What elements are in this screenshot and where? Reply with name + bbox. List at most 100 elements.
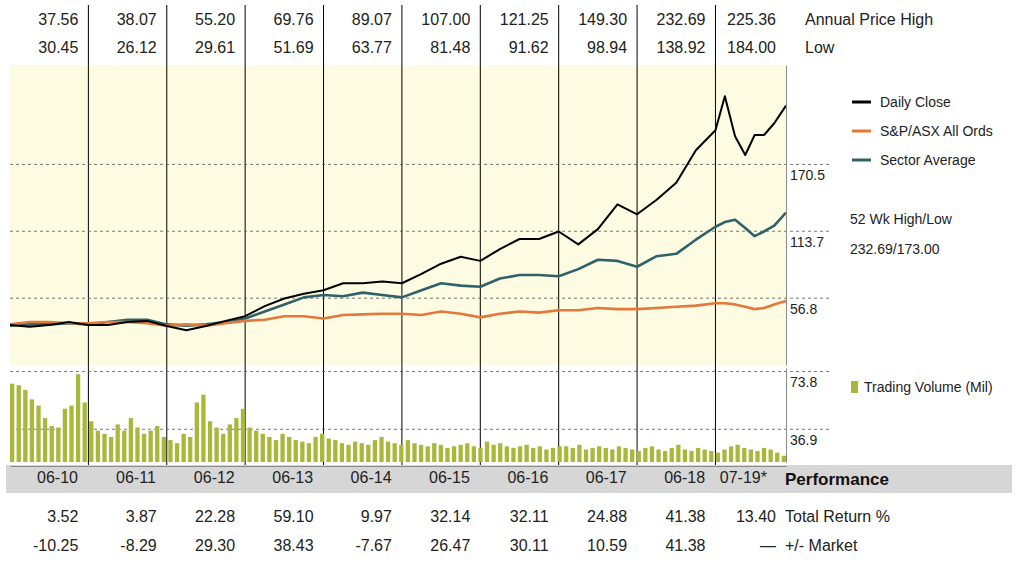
tick-label: 07-19* [720,469,767,486]
table-value: 41.38 [665,537,705,554]
volume-bar [722,449,726,462]
chart-container: 56.8113.7170.5 Daily CloseS&P/ASX All Ord… [0,0,1024,565]
y-axis: 56.8113.7170.5 [786,66,825,366]
legend-label: Daily Close [880,94,951,110]
volume-bar [412,443,416,462]
volume-bar [155,426,159,462]
table-value: 3.87 [126,508,157,525]
table-value: 107.00 [421,11,470,28]
volume-bar [610,449,614,462]
table-value: 184.00 [727,39,776,56]
volume-bar [30,399,34,462]
tick-label: 06-12 [194,469,235,486]
period-dividers [88,5,715,465]
table-value: -7.67 [355,537,392,554]
volume-bar [17,385,21,462]
row-label: Annual Price High [805,11,933,28]
tick: 73.8 [786,372,817,390]
volume-bar [465,443,469,462]
tick-label: 06-11 [116,469,156,486]
volume-bar [617,446,621,462]
volume-bar [551,448,555,462]
axis-line [786,369,787,463]
volume-bar [360,443,364,462]
table-value: 232.69 [657,11,706,28]
table-value: 59.10 [273,508,313,525]
period-divider [401,5,402,465]
table-value: 63.77 [352,39,392,56]
tick-label: 170.5 [790,167,825,183]
volume-bar [703,449,707,462]
volume-bar [445,448,449,462]
volume-bar [518,446,522,462]
volume-bar [538,446,542,462]
volume-bar [630,449,634,462]
volume-bar [76,374,80,462]
volume-bar [102,434,106,462]
tick: 06-18 [664,466,705,486]
x-axis: 06-1006-1106-1206-1306-1406-1506-1606-17… [11,466,787,486]
volume-bar [280,434,284,462]
table-value: 37.56 [38,11,78,28]
volume-bar [10,384,14,462]
tick: 06-12 [194,466,235,486]
volume-bar [142,434,146,462]
period-band [6,465,1012,493]
volume-bar [313,437,317,462]
legend-swatch [852,130,871,133]
volume-bar [736,445,740,462]
table-value: 9.97 [361,508,392,525]
volume-bar [340,443,344,462]
volume-bar [135,428,139,462]
volume-bar [683,449,687,462]
chart-svg: 56.8113.7170.5 Daily CloseS&P/ASX All Ord… [0,0,1024,565]
volume-bar [544,449,548,462]
period-divider [558,5,559,465]
table-value: 138.92 [657,39,706,56]
table-value: — [760,537,776,554]
volume-bar [577,445,581,462]
row-label: +/- Market [785,537,858,554]
volume-bar [287,437,291,462]
volume-bar [274,440,278,462]
period-divider [480,5,481,465]
volume-bar [590,448,594,462]
volume-bar [195,402,199,462]
table-value: 98.94 [587,39,627,56]
volume-bar [162,437,166,462]
y-axis: 36.973.8 [786,369,817,463]
volume-bar [122,431,126,462]
table-value: 38.43 [273,537,313,554]
volume-bar [643,448,647,462]
volume-bar [366,445,370,462]
volume-bar [23,390,27,462]
volume-bar [498,443,502,462]
tick: 06-17 [586,466,627,486]
volume-bar [472,446,476,462]
volume-bar [181,434,185,462]
period-divider [245,5,246,465]
volume-bar [419,445,423,462]
marks [10,96,786,330]
table-value: 51.69 [273,39,313,56]
table-value: 24.88 [587,508,627,525]
volume-bar [485,442,489,462]
tick-label: 06-14 [351,469,392,486]
grid-line [10,371,830,372]
row-label: Low [805,39,835,56]
legend-label: Sector Average [880,152,976,168]
table-value: 41.38 [665,508,705,525]
volume-bar [320,434,324,462]
volume-bar [63,409,67,462]
legend-label: Trading Volume (Mil) [864,379,993,395]
volume-bar [656,449,660,462]
table-value: 69.76 [273,11,313,28]
legend: Daily CloseS&P/ASX All OrdsSector Averag… [852,94,993,168]
volume-bar [234,418,238,462]
table-value: 55.20 [195,11,235,28]
table-value: 26.47 [430,537,470,554]
volume-bar [623,448,627,462]
volume-bar [406,440,410,462]
volume-bar [83,402,87,462]
volume-bar [228,424,232,462]
